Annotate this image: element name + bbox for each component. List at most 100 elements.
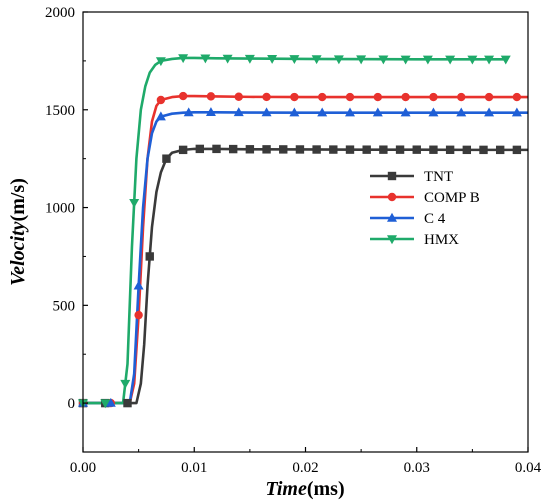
series-marker [312, 145, 321, 154]
legend-marker [387, 212, 397, 222]
y-axis-ticks: 0 500 1000 1500 2000 [45, 5, 88, 453]
series-marker [484, 92, 494, 102]
series-marker [261, 107, 272, 117]
y-axis-label-italic: Velocity [7, 221, 29, 286]
series-marker [183, 107, 194, 117]
x-tick-label: 0.00 [70, 460, 96, 476]
x-axis-label-italic: Time [265, 478, 307, 500]
series-marker [400, 107, 411, 117]
series-marker [457, 92, 466, 102]
series-marker [467, 55, 478, 65]
series-marker [156, 95, 166, 105]
series-marker [379, 145, 388, 154]
series-marker [445, 55, 456, 65]
series-marker [123, 398, 132, 408]
series-marker [228, 144, 238, 154]
series-marker [317, 92, 327, 102]
series-marker [262, 145, 271, 154]
series-marker [333, 55, 344, 65]
series-marker [345, 107, 355, 117]
series-marker [445, 145, 455, 154]
series-marker [155, 111, 166, 121]
series-marker [178, 54, 189, 64]
x-tick-label: 0.02 [292, 460, 318, 476]
series-marker [356, 55, 367, 65]
series-marker [295, 145, 305, 154]
series-marker [120, 379, 131, 389]
series-marker [212, 144, 221, 154]
y-tick-label: 2000 [45, 5, 75, 21]
series-marker [100, 399, 111, 409]
series-marker [129, 198, 140, 208]
legend-label: COMP B [424, 190, 480, 206]
series-marker [233, 107, 244, 117]
series-marker [311, 55, 322, 65]
series-marker [362, 145, 371, 154]
series-marker [195, 144, 205, 154]
series-marker [428, 107, 439, 117]
series-marker [400, 55, 411, 65]
series-marker [279, 145, 288, 154]
legend-marker [387, 171, 397, 181]
series-marker [244, 54, 255, 64]
plot-frame [82, 11, 529, 453]
series-marker [267, 54, 278, 64]
y-axis-label-unit: (m/s) [7, 178, 29, 221]
series-marker [134, 310, 143, 320]
plot-markers [78, 54, 522, 409]
x-axis-label: Time(ms) [265, 478, 344, 500]
x-tick-label: 0.03 [404, 460, 430, 476]
legend-marker [387, 192, 397, 202]
y-axis-label: Velocity(m/s) [7, 178, 29, 286]
series-marker [456, 107, 467, 117]
series-marker [484, 55, 495, 65]
series-marker [289, 55, 300, 65]
series-marker [429, 92, 438, 102]
series-marker [373, 92, 383, 102]
series-marker [378, 55, 389, 65]
series-marker [511, 107, 522, 117]
series-marker [155, 57, 166, 67]
series-marker [222, 54, 233, 64]
series-marker [245, 145, 255, 154]
series-marker [133, 280, 144, 290]
legend-marker [387, 235, 397, 245]
legend-label: C 4 [424, 211, 446, 227]
series-marker [290, 92, 299, 102]
series-marker [329, 145, 338, 154]
series-marker [205, 107, 216, 117]
series-marker [512, 92, 522, 102]
legend-label: HMX [424, 232, 459, 248]
series-marker [412, 145, 421, 154]
series-marker [262, 92, 271, 102]
series-marker [495, 145, 505, 155]
series-marker [479, 145, 488, 155]
series-marker [234, 92, 243, 101]
series-marker [345, 145, 355, 154]
series-marker [200, 54, 211, 64]
series-marker [162, 154, 171, 163]
series-marker [512, 145, 522, 155]
series-marker [372, 107, 383, 117]
series-marker [462, 145, 472, 155]
series-marker [422, 55, 433, 65]
series-marker [178, 91, 188, 101]
series-marker [317, 107, 328, 117]
legend: TNT COMP B C 4 HMX [370, 169, 480, 248]
series-marker [500, 55, 511, 65]
series-marker [206, 92, 216, 101]
series-marker [289, 107, 300, 117]
series-marker [484, 107, 495, 117]
series-marker [145, 252, 154, 261]
series-marker [401, 92, 410, 102]
legend-label: TNT [424, 169, 453, 185]
x-axis-ticks: 0.00 0.01 0.02 0.03 0.04 [70, 447, 542, 476]
series-marker [429, 145, 438, 154]
series-marker [178, 145, 188, 155]
y-tick-label: 1500 [45, 103, 75, 119]
x-axis-label-unit: (ms) [307, 478, 345, 500]
x-tick-label: 0.04 [515, 460, 542, 476]
y-tick-label: 0 [68, 396, 76, 412]
series-line [83, 147, 528, 405]
